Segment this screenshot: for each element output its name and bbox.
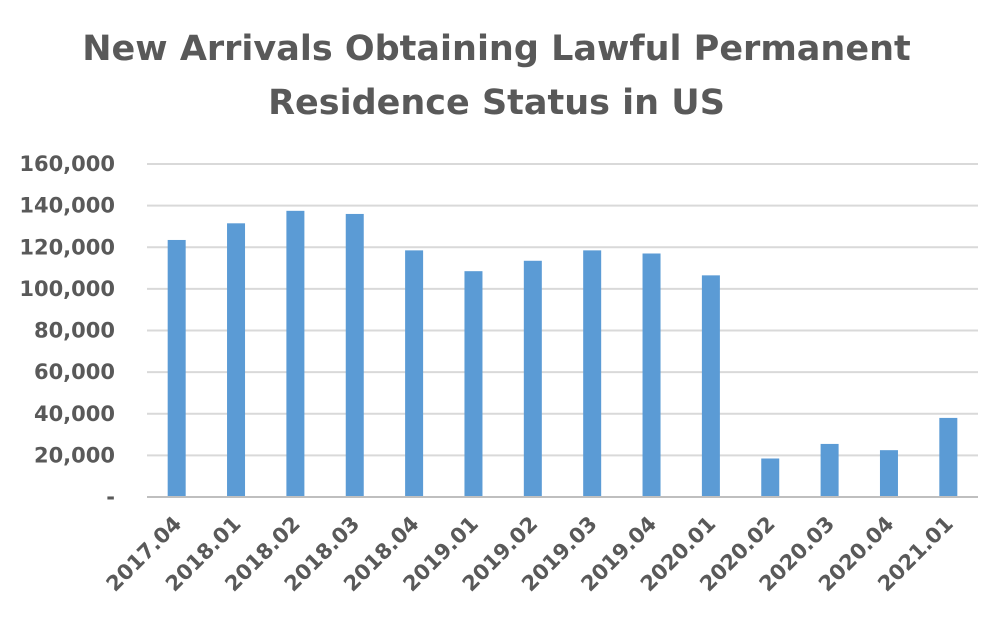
bar-2018-01 [227,223,246,498]
chart-title: New Arrivals Obtaining Lawful Permanent … [0,22,993,130]
y-tick-labels: - 20,000 40,000 60,000 80,000 100,000 120,000 1… [19,152,115,509]
bar-2018-02 [286,210,305,497]
y-tick-label: - [106,485,115,509]
grid-lines [147,163,978,457]
y-tick-label: 20,000 [34,443,115,467]
y-tick-label: 60,000 [34,360,115,384]
bar-2019-04 [642,253,661,497]
y-tick-label: 100,000 [19,277,115,301]
bar-2020-04 [879,450,898,497]
y-tick-label: 160,000 [19,152,115,176]
bar-2021-01 [939,417,958,497]
bar-2018-04 [405,250,424,497]
bar-2019-02 [523,260,542,497]
y-tick-label: 140,000 [19,194,115,218]
x-tick-labels: 2017.042018.012018.022018.032018.042019.… [102,512,958,597]
y-tick-label: 80,000 [34,319,115,343]
bar-2017-04 [167,239,186,497]
bar-2019-01 [464,271,483,497]
bar-2020-02 [761,458,780,497]
bar-2020-01 [701,275,720,497]
chart-title-line-1: New Arrivals Obtaining Lawful Permanent [82,29,911,69]
bar-2018-03 [345,213,364,497]
bar-2020-03 [820,443,839,497]
bars [167,210,958,498]
y-tick-label: 40,000 [34,402,115,426]
y-tick-label: 120,000 [19,235,115,259]
chart-title-line-2: Residence Status in US [268,83,725,123]
bar-2019-03 [583,250,602,497]
